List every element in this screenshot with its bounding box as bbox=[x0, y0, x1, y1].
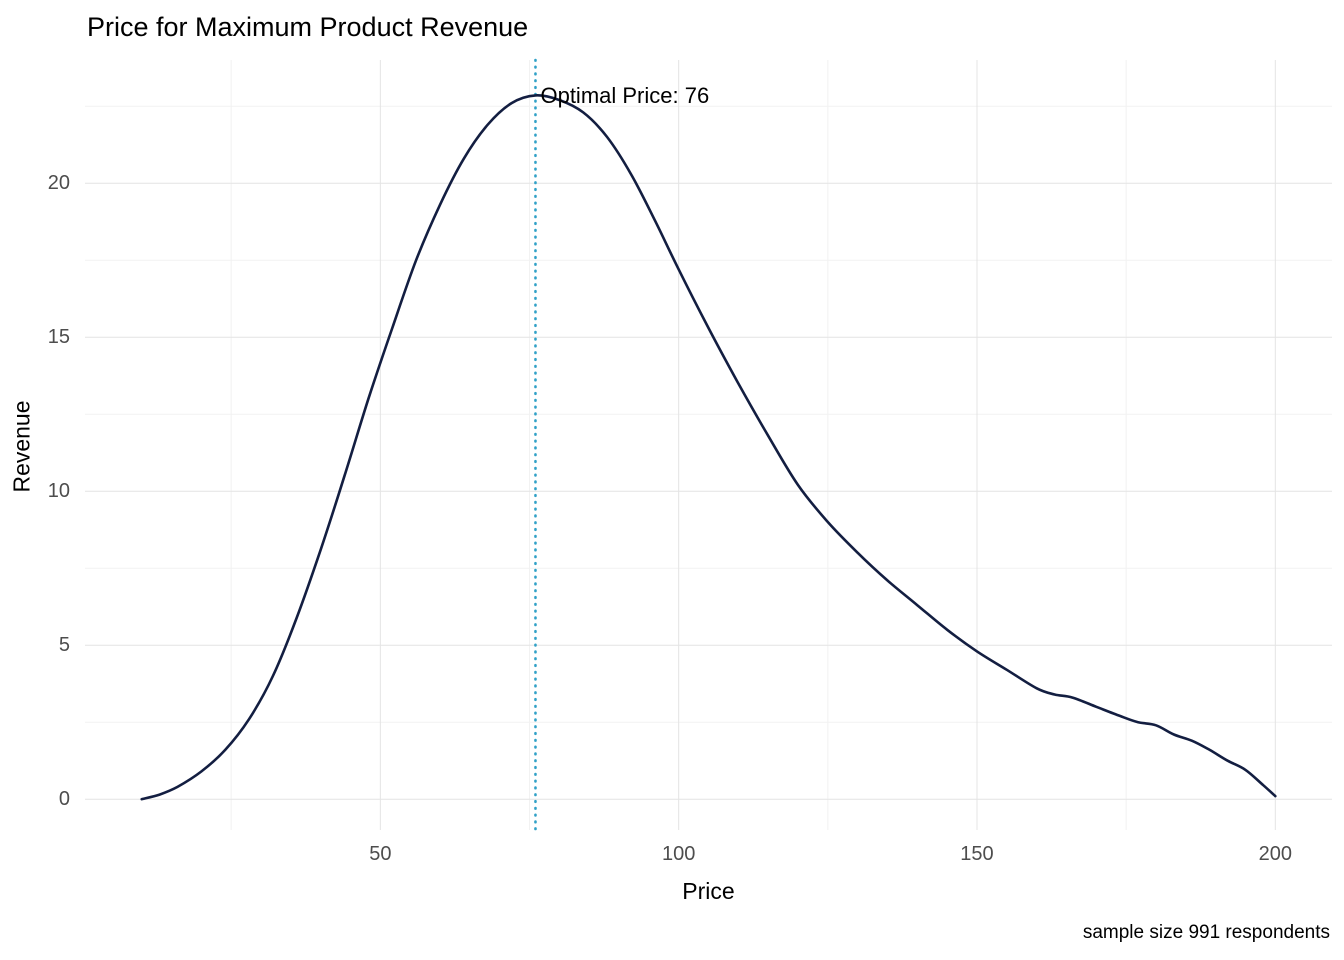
x-tick-label: 50 bbox=[369, 843, 392, 865]
y-axis-label: Revenue bbox=[8, 400, 35, 493]
y-tick-label: 10 bbox=[47, 480, 70, 503]
x-axis-label: Price bbox=[682, 878, 735, 904]
y-tick-label: 0 bbox=[58, 788, 70, 811]
x-tick-label: 150 bbox=[960, 843, 994, 865]
y-tick-label: 20 bbox=[47, 172, 70, 195]
x-tick-label: 100 bbox=[661, 843, 696, 865]
x-tick-label: 200 bbox=[1258, 843, 1292, 865]
sample-size-caption: sample size 991 respondents bbox=[1082, 922, 1330, 943]
optimal-price-annotation: Optimal Price: 76 bbox=[540, 83, 710, 109]
y-tick-label: 5 bbox=[58, 634, 70, 657]
chart-title: Price for Maximum Product Revenue bbox=[87, 12, 529, 42]
y-tick-label: 15 bbox=[47, 326, 70, 349]
revenue-curve bbox=[140, 94, 1277, 801]
